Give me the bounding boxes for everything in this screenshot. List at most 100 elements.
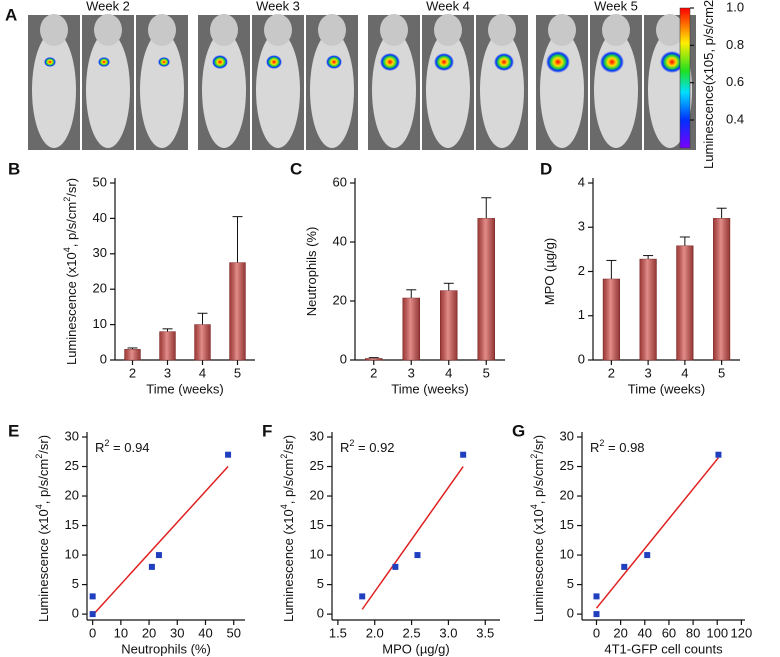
x-tick-label: 2 xyxy=(129,365,136,380)
label-part: , p/s/cm xyxy=(281,459,296,505)
bar-shade xyxy=(365,358,383,360)
signal xyxy=(546,51,570,73)
y-tick-label: 30 xyxy=(93,245,107,260)
y-tick-label: 20 xyxy=(93,281,107,296)
mouse-body xyxy=(540,32,584,148)
point xyxy=(644,552,651,559)
r-squared: R2 = 0.98 xyxy=(590,438,645,455)
superscript: 4 xyxy=(529,504,539,509)
y-tick-label: 20 xyxy=(310,487,324,502)
x-tick-label: 0 xyxy=(593,625,600,640)
superscript: 2 xyxy=(34,454,44,459)
bar-shade xyxy=(713,218,730,360)
y-tick-label: 5 xyxy=(72,576,79,591)
x-tick-label: 0 xyxy=(89,625,96,640)
x-axis-label: Time (weeks) xyxy=(391,381,469,396)
y-tick-label: 20 xyxy=(333,292,347,307)
x-tick-label: 2.0 xyxy=(366,625,384,640)
mouse-head xyxy=(548,14,576,46)
label-part: R xyxy=(95,440,104,455)
y-tick-label: 25 xyxy=(560,458,574,473)
y-tick-label: 4 xyxy=(578,174,585,189)
mouse-head xyxy=(380,14,408,46)
y-tick-label: 30 xyxy=(560,428,574,443)
y-tick-label: 40 xyxy=(333,233,347,248)
x-tick-label: 20 xyxy=(142,625,156,640)
bar-shade xyxy=(603,279,620,360)
y-tick-label: 5 xyxy=(567,576,574,591)
signal xyxy=(158,57,170,67)
y-tick-label: 40 xyxy=(93,210,107,225)
point xyxy=(414,552,421,559)
label-part: /sr) xyxy=(64,178,79,197)
mouse-body xyxy=(256,32,300,148)
panel-label: B xyxy=(8,159,20,178)
x-tick-label: 5 xyxy=(234,365,241,380)
x-tick-label: 40 xyxy=(638,625,652,640)
x-tick-label: 80 xyxy=(686,625,700,640)
superscript: 4 xyxy=(62,247,72,252)
mouse-head xyxy=(94,14,122,46)
mouse-body xyxy=(372,32,416,148)
y-tick-label: 15 xyxy=(560,517,574,532)
label-part: /sr) xyxy=(281,435,296,454)
x-tick-label: 3 xyxy=(164,365,171,380)
colorbar-tick-label: 1.0 xyxy=(726,0,744,14)
superscript: 2 xyxy=(279,454,289,459)
x-tick-label: 100 xyxy=(706,625,728,640)
x-tick-label: 2 xyxy=(370,365,377,380)
y-axis-label: MPO (µg/g) xyxy=(542,238,557,305)
label-part: , p/s/cm xyxy=(531,459,546,505)
superscript: 2 xyxy=(599,438,604,448)
mouse-head xyxy=(264,14,292,46)
y-axis-label: Luminescence (x104, p/s/cm2/sr) xyxy=(279,435,296,622)
y-tick-label: 50 xyxy=(93,174,107,189)
x-axis-label: MPO (µg/g) xyxy=(382,641,449,656)
signal xyxy=(212,55,228,69)
point xyxy=(460,451,467,458)
signal xyxy=(266,55,282,69)
bar-shade xyxy=(440,290,458,360)
signal xyxy=(44,57,56,67)
mouse-body xyxy=(86,32,130,148)
y-tick-label: 15 xyxy=(310,517,324,532)
signal xyxy=(494,53,514,71)
point xyxy=(593,593,600,600)
x-axis-label: Time (weeks) xyxy=(146,381,224,396)
x-tick-label: 120 xyxy=(731,625,753,640)
label-part: , p/s/cm xyxy=(701,7,716,53)
y-tick-label: 0 xyxy=(567,606,574,621)
y-tick-label: 2 xyxy=(578,263,585,278)
label-part: /sr) xyxy=(531,435,546,454)
y-axis-label: Luminescence (x104, p/s/cm2/sr) xyxy=(529,435,546,622)
x-tick-label: 4 xyxy=(681,365,688,380)
fit-line xyxy=(361,466,464,610)
fit-line xyxy=(92,466,229,616)
point xyxy=(225,451,232,458)
x-tick-label: 50 xyxy=(226,625,240,640)
y-tick-label: 5 xyxy=(317,576,324,591)
y-tick-label: 10 xyxy=(560,547,574,562)
point xyxy=(155,552,162,559)
y-tick-label: 20 xyxy=(560,487,574,502)
label-part: Luminescence (x10 xyxy=(281,509,296,622)
mouse-head xyxy=(148,14,176,46)
mouse-head xyxy=(488,14,516,46)
x-tick-label: 5 xyxy=(718,365,725,380)
signal xyxy=(660,51,684,73)
x-tick-label: 3 xyxy=(645,365,652,380)
point xyxy=(359,593,366,600)
label-part: Neutrophils (%) xyxy=(304,227,319,317)
y-tick-label: 0 xyxy=(317,606,324,621)
colorbar-tick-label: 0.4 xyxy=(726,111,744,126)
bar-shade xyxy=(676,245,694,360)
bar-shade xyxy=(477,218,495,360)
panel-label: E xyxy=(8,421,19,440)
superscript: 2 xyxy=(529,454,539,459)
x-axis-label: Time (weeks) xyxy=(628,381,706,396)
x-tick-label: 40 xyxy=(198,625,212,640)
y-tick-label: 60 xyxy=(333,174,347,189)
superscript: 4 xyxy=(279,504,289,509)
mouse-body xyxy=(202,32,246,148)
